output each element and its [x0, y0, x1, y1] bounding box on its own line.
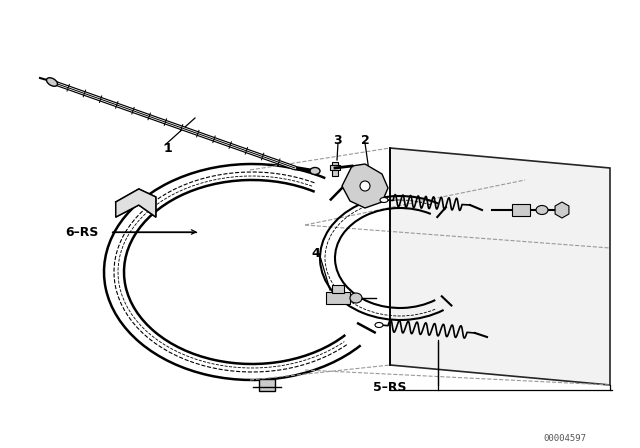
Polygon shape	[116, 189, 156, 217]
Text: 3: 3	[333, 134, 342, 146]
Bar	[512, 204, 530, 216]
Ellipse shape	[536, 206, 548, 215]
Text: 00004597: 00004597	[543, 434, 586, 443]
Ellipse shape	[47, 78, 58, 86]
Bar	[332, 162, 338, 176]
Text: 4: 4	[312, 246, 321, 259]
Polygon shape	[342, 164, 388, 208]
Ellipse shape	[375, 323, 383, 327]
Text: 2: 2	[360, 134, 369, 146]
Ellipse shape	[310, 168, 320, 175]
Polygon shape	[259, 379, 275, 392]
Circle shape	[360, 181, 370, 191]
Text: 1: 1	[164, 142, 172, 155]
Bar	[326, 292, 350, 304]
Bar	[332, 285, 344, 293]
Text: 5–RS: 5–RS	[373, 380, 407, 393]
Polygon shape	[390, 148, 610, 385]
Ellipse shape	[350, 293, 362, 303]
Bar	[330, 165, 340, 170]
Text: 6–RS: 6–RS	[65, 225, 99, 238]
Ellipse shape	[380, 198, 388, 202]
Polygon shape	[555, 202, 569, 218]
